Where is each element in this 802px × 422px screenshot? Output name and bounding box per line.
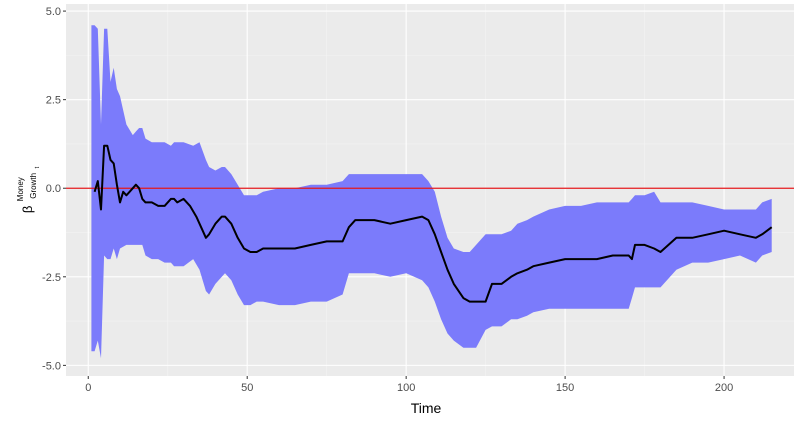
y-axis-title-sub-subscript: t	[35, 167, 41, 169]
y-axis: 5.0 2.5 0.0 -2.5 -5.0	[42, 6, 66, 372]
x-tick-label: 50	[241, 382, 253, 394]
x-tick-label: 100	[397, 382, 415, 394]
y-axis-title: β Money Growth t	[10, 167, 41, 214]
x-axis-title: Time	[411, 400, 442, 416]
y-tick-label: -2.5	[42, 272, 61, 284]
x-axis: 0 50 100 150 200	[85, 376, 733, 394]
x-tick-label: 150	[556, 382, 574, 394]
x-tick-label: 0	[85, 382, 91, 394]
confidence-band-area	[91, 25, 772, 359]
y-tick-label: 5.0	[46, 6, 61, 18]
confidence-band	[91, 25, 772, 359]
coefficient-series-line	[93, 144, 773, 303]
svg-text:β Money Growth: β Money Growth t	[10, 167, 41, 214]
y-tick-label: 0.0	[46, 183, 61, 195]
y-axis-title-symbol: β	[20, 206, 35, 213]
y-tick-label: 2.5	[46, 95, 61, 107]
y-axis-title-subscript: Growth	[29, 173, 38, 199]
y-tick-label: -5.0	[42, 360, 61, 372]
y-axis-title-superscript: Money	[16, 177, 25, 201]
coefficient-line	[93, 144, 773, 303]
x-tick-label: 200	[715, 382, 733, 394]
